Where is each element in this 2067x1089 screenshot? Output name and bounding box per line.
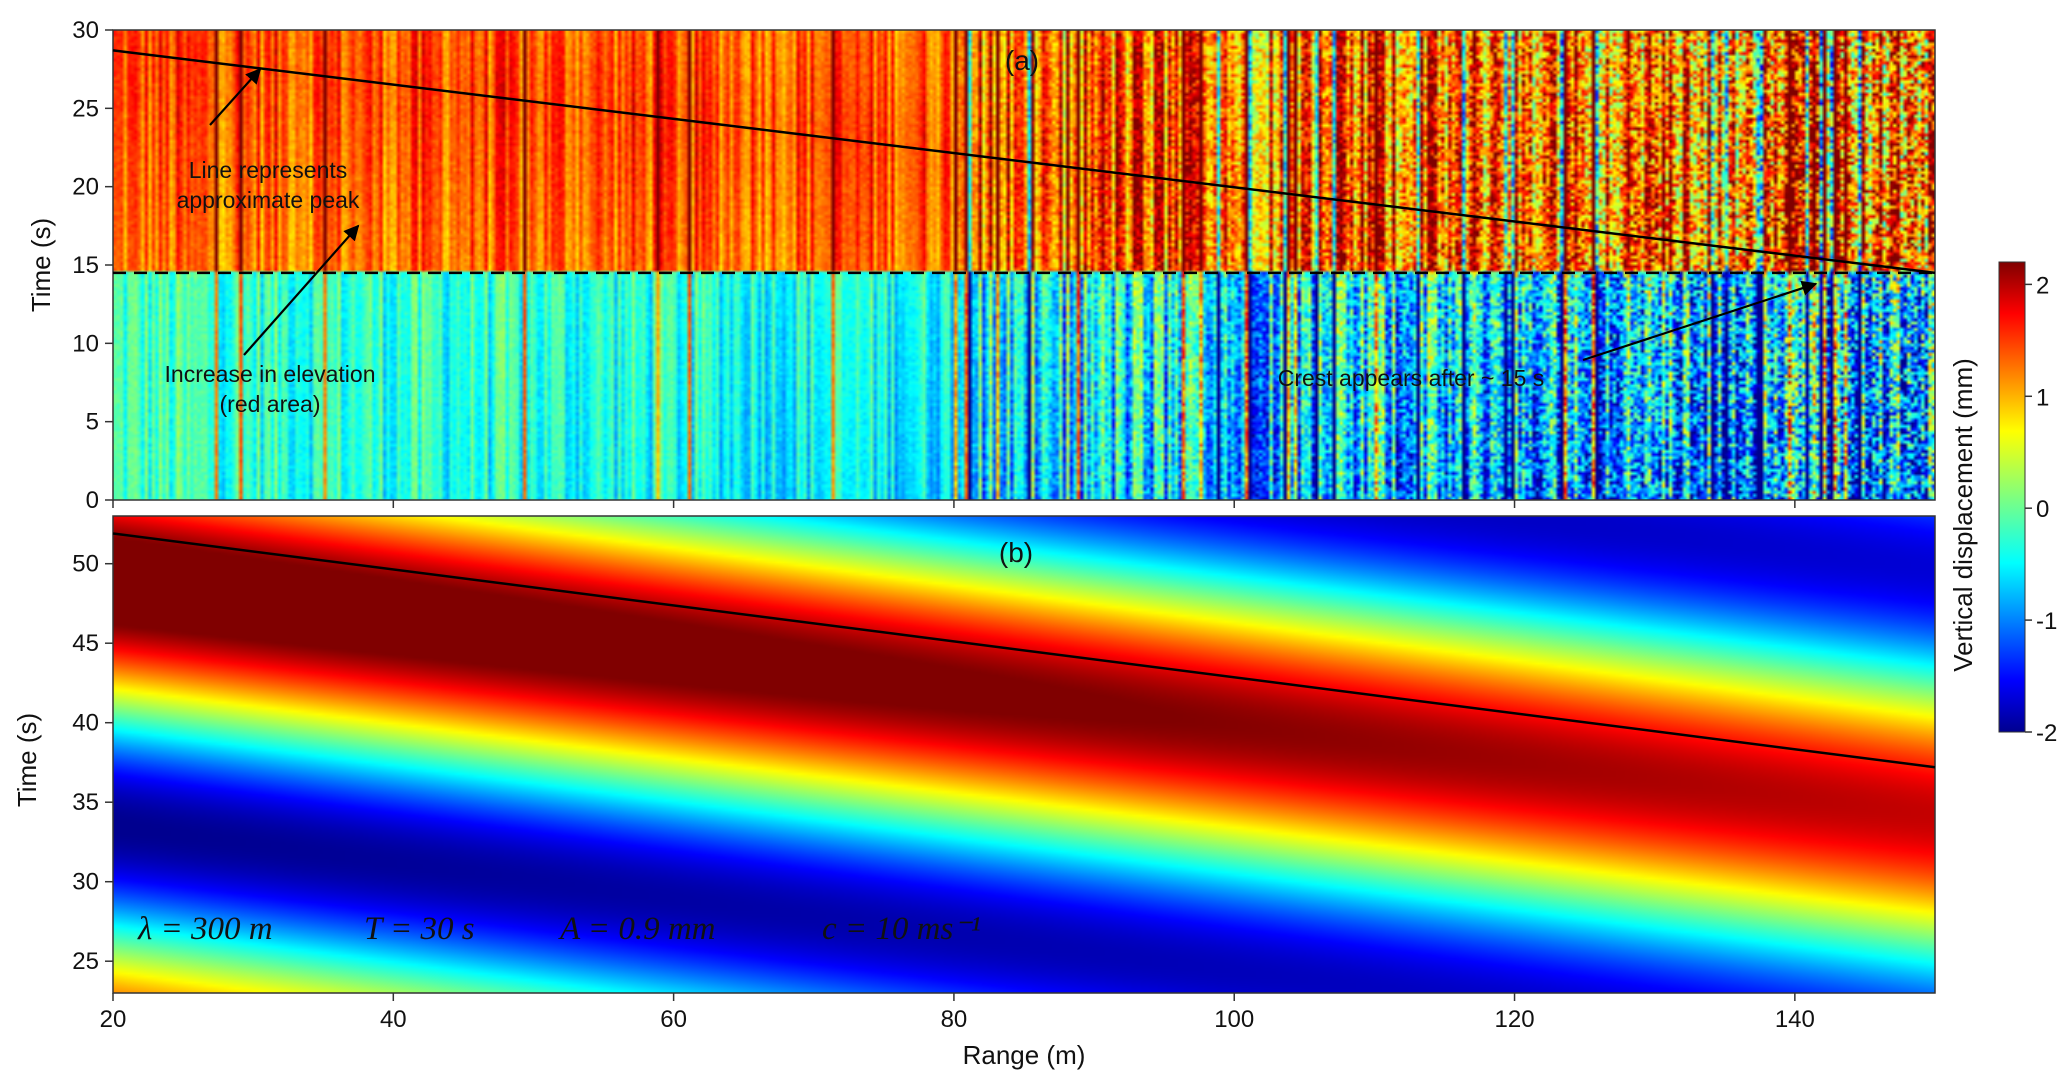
param-period: T = 30 s: [364, 911, 475, 947]
x-ticks-a: [112, 500, 1796, 508]
panel-a: 0 5 10 15 20 25 30 (a) Time (s) Line represent…: [26, 17, 1936, 514]
heatmap-a-image: [113, 30, 1935, 500]
annotation-elevation-arrow: [243, 224, 360, 356]
annotation-peak-line-arrow: [209, 68, 262, 126]
y-a-tick-label: 5: [86, 409, 99, 436]
colorbar-tick-label: 2: [2036, 272, 2049, 299]
heatmap-b: [113, 516, 1935, 993]
x-b-tick-label: 20: [100, 1006, 127, 1033]
annotation-peak-line-text-2: approximate peak: [177, 187, 360, 213]
colorbar-gradient: [1998, 261, 2026, 733]
y-b-tick-label: 25: [72, 948, 99, 975]
y-b-tick-label: 35: [72, 789, 99, 816]
y-axis-label-a: Time (s): [26, 218, 56, 312]
y-b-tick-label: 30: [72, 869, 99, 896]
param-celerity: c = 10 ms⁻¹: [822, 911, 981, 947]
y-a-tick-label: 25: [72, 95, 99, 122]
y-axis-label-b: Time (s): [12, 713, 42, 807]
peak-line-b: [112, 532, 1936, 769]
y-b-tick-label: 45: [72, 630, 99, 657]
y-ticks-a: 0 5 10 15 20 25 30: [72, 17, 113, 514]
y-a-tick-label: 0: [86, 487, 99, 514]
peak-line-a: [112, 49, 1936, 275]
colorbar-tick-label: 1: [2036, 384, 2049, 411]
colorbar-tick-label: 0: [2036, 496, 2049, 523]
panel-label-b: (b): [999, 537, 1033, 568]
x-ticks-b: 20 40 60 80 100 120 140: [100, 993, 1815, 1033]
heatmap-a: [113, 30, 1935, 500]
annotation-crest: Crest appears after ~ 15 s: [1278, 280, 1818, 391]
axes-frame-b: [112, 515, 1936, 994]
x-b-tick-label: 100: [1214, 1006, 1254, 1033]
x-b-tick-label: 140: [1775, 1006, 1815, 1033]
y-b-tick-label: 40: [72, 710, 99, 737]
param-amplitude: A = 0.9 mm: [558, 911, 716, 947]
y-a-tick-label: 30: [72, 17, 99, 44]
colorbar-tick-label: -1: [2036, 608, 2057, 635]
annotation-crest-text: Crest appears after ~ 15 s: [1278, 365, 1545, 391]
y-a-tick-label: 20: [72, 174, 99, 201]
y-ticks-b: 25 30 35 40 45 50: [72, 551, 113, 975]
annotation-crest-arrow: [1582, 280, 1818, 362]
x-b-tick-label: 120: [1495, 1006, 1535, 1033]
colorbar-tick-label: -2: [2036, 720, 2057, 747]
colorbar-label: Vertical displacement (mm): [1948, 358, 1978, 672]
x-b-tick-label: 80: [941, 1006, 968, 1033]
colorbar-ticks: 2 1 0 -1 -2: [2025, 272, 2057, 747]
y-b-tick-label: 50: [72, 551, 99, 578]
annotation-peak-line: Line represents approximate peak: [177, 68, 360, 213]
x-b-tick-label: 40: [380, 1006, 407, 1033]
y-a-tick-label: 15: [72, 252, 99, 279]
annotation-elevation-text-1: Increase in elevation: [165, 361, 376, 387]
annotation-peak-line-text-1: Line represents: [189, 157, 348, 183]
colorbar: 2 1 0 -1 -2 Vertical displacement (mm): [1948, 261, 2057, 747]
panel-label-a: (a): [1005, 45, 1039, 76]
y-a-tick-label: 10: [72, 330, 99, 357]
x-axis-label: Range (m): [963, 1040, 1086, 1070]
annotation-elevation-text-2: (red area): [220, 391, 321, 417]
param-wavelength: λ = 300 m: [137, 911, 273, 947]
heatmap-b-image: [113, 516, 1935, 993]
x-b-tick-label: 60: [660, 1006, 687, 1033]
annotation-elevation: Increase in elevation (red area): [165, 224, 376, 417]
panel-b: 25 30 35 40 45 50 20 40 60 80 100 120 140 (b) Time …: [12, 515, 1936, 1070]
